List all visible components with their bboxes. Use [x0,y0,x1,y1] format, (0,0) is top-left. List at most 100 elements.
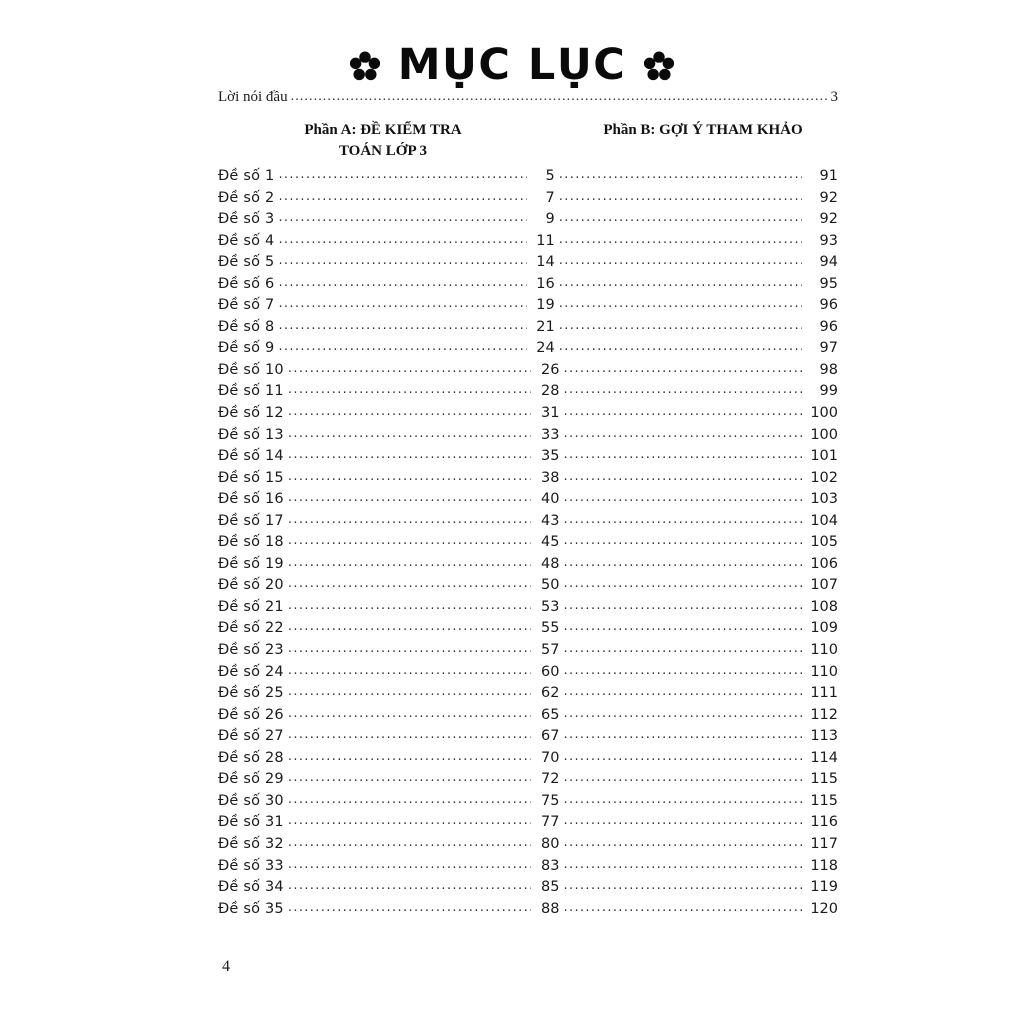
toc-row-label: Đề số 24 [218,663,284,680]
leader-dots: ........................................… [563,662,802,678]
toc-row-page-b: 93 [819,232,838,249]
toc-row[interactable]: Đề số 23................................… [218,641,838,664]
toc-row[interactable]: Đề số 20................................… [218,576,838,599]
preface-label: Lời nói đầu [218,89,288,105]
leader-dots: ........................................… [287,382,532,398]
leader-dots: ........................................… [558,296,802,312]
title-text: MỤC LỤC [397,40,627,90]
toc-row[interactable]: Đề số 31................................… [218,813,838,836]
toc-row[interactable]: Đề số 28................................… [218,749,838,772]
toc-row-page-a: 45 [541,534,560,551]
toc-row[interactable]: Đề số 18................................… [218,533,838,556]
toc-row-page-b: 94 [819,254,838,271]
toc-row-page-a: 72 [541,771,560,788]
toc-row[interactable]: Đề số 26................................… [218,705,838,729]
toc-row-page-b: 115 [810,771,838,788]
leader-dots: ........................................… [287,490,532,506]
toc-row[interactable]: Đề số 9.................................… [218,339,838,362]
toc-entry-preface[interactable]: Lời nói đầu ............................… [218,89,838,106]
leader-dots: ........................................… [287,511,532,527]
leader-dots: ........................................… [563,447,802,463]
toc-row-label: Đề số 4 [218,232,275,249]
toc-row-label: Đề số 12 [218,405,284,422]
toc-row-page-a: 33 [541,426,560,443]
flower-icon [349,51,380,81]
leader-dots: ........................................… [563,576,802,592]
toc-row[interactable]: Đề số 10................................… [218,360,838,384]
toc-row-page-b: 100 [810,405,838,422]
toc-row-page-a: 50 [541,577,560,594]
toc-row[interactable]: Đề số 35................................… [218,900,838,923]
toc-row[interactable]: Đề số 32................................… [218,835,838,858]
toc-row[interactable]: Đề số 14................................… [218,447,838,470]
toc-row[interactable]: Đề số 1.................................… [218,167,838,190]
toc-row-page-b: 92 [819,189,838,206]
toc-row[interactable]: Đề số 34................................… [218,878,838,901]
toc-row-label: Đề số 9 [218,340,275,357]
toc-row[interactable]: Đề số 33................................… [218,856,838,880]
toc-row-page-b: 96 [819,318,838,335]
toc-row[interactable]: Đề số 6.................................… [218,274,838,298]
toc-row[interactable]: Đề số 12................................… [218,404,838,427]
toc-row[interactable]: Đề số 25................................… [218,684,838,707]
leader-dots: ........................................… [558,274,802,290]
toc-row[interactable]: Đề số 17................................… [218,511,838,535]
toc-row-page-b: 120 [810,900,838,917]
toc-row-page-a: 19 [536,297,555,314]
leader-dots: ........................................… [563,705,802,721]
toc-row-label: Đề số 3 [218,211,275,228]
toc-row-label: Đề số 7 [218,297,275,314]
toc-row-label: Đề số 18 [218,534,284,551]
leader-dots: ........................................… [287,705,532,721]
leader-dots: ........................................… [558,339,802,355]
toc-row-page-b: 112 [810,706,838,723]
leader-dots: ........................................… [278,274,526,290]
leader-dots: ........................................… [287,597,532,613]
toc-row[interactable]: Đề số 24................................… [218,662,838,686]
toc-row[interactable]: Đề số 19................................… [218,554,838,578]
toc-row-page-b: 91 [819,168,838,184]
toc-row-label: Đề số 28 [218,749,284,766]
leader-dots: ........................................… [563,360,802,376]
toc-row-label: Đề số 19 [218,555,284,572]
toc-row-page-a: 75 [541,792,560,809]
leader-dots: ........................................… [563,404,802,420]
toc-row[interactable]: Đề số 3.................................… [218,210,838,233]
leader-dots: ........................................… [563,641,802,657]
toc-row[interactable]: Đề số 30................................… [218,792,838,815]
toc-row[interactable]: Đề số 22................................… [218,619,838,642]
toc-row[interactable]: Đề số 27................................… [218,727,838,750]
leader-dots: ........................................… [287,619,532,635]
toc-row[interactable]: Đề số 11................................… [218,382,838,405]
flower-icon [644,51,675,81]
toc-row[interactable]: Đề số 13................................… [218,426,838,449]
toc-row-label: Đề số 14 [218,448,284,465]
toc-row[interactable]: Đề số 7.................................… [218,296,838,319]
toc-row[interactable]: Đề số 16................................… [218,490,838,513]
toc-row[interactable]: Đề số 5.................................… [218,253,838,276]
toc-row[interactable]: Đề số 2.................................… [218,189,838,212]
toc-row-page-b: 113 [810,728,838,745]
toc-row-page-a: 9 [545,211,555,228]
toc-row[interactable]: Đề số 4.................................… [218,231,838,255]
leader-dots: ........................................… [287,856,532,872]
leader-dots: ........................................… [278,339,526,355]
leader-dots: ........................................… [563,554,802,570]
toc-row-page-a: 48 [541,555,560,572]
toc-row-page-a: 14 [536,254,555,271]
leader-dots: ........................................… [558,210,802,226]
toc-row[interactable]: Đề số 15................................… [218,469,838,492]
leader-dots: ........................................… [558,231,802,247]
part-b-heading: Phần B: GỢI Ý THAM KHẢO [548,120,858,141]
toc-row[interactable]: Đề số 29................................… [218,770,838,793]
leader-dots: ........................................… [287,360,532,376]
toc-row-label: Đề số 34 [218,879,284,896]
toc-row-label: Đề số 26 [218,706,284,723]
toc-row-page-a: 57 [541,642,560,659]
toc-row-page-a: 43 [541,512,560,529]
toc-row-page-b: 117 [810,835,838,852]
toc-row[interactable]: Đề số 21................................… [218,597,838,621]
toc-row-label: Đề số 32 [218,835,284,852]
toc-row-label: Đề số 8 [218,318,275,335]
toc-row[interactable]: Đề số 8.................................… [218,318,838,341]
